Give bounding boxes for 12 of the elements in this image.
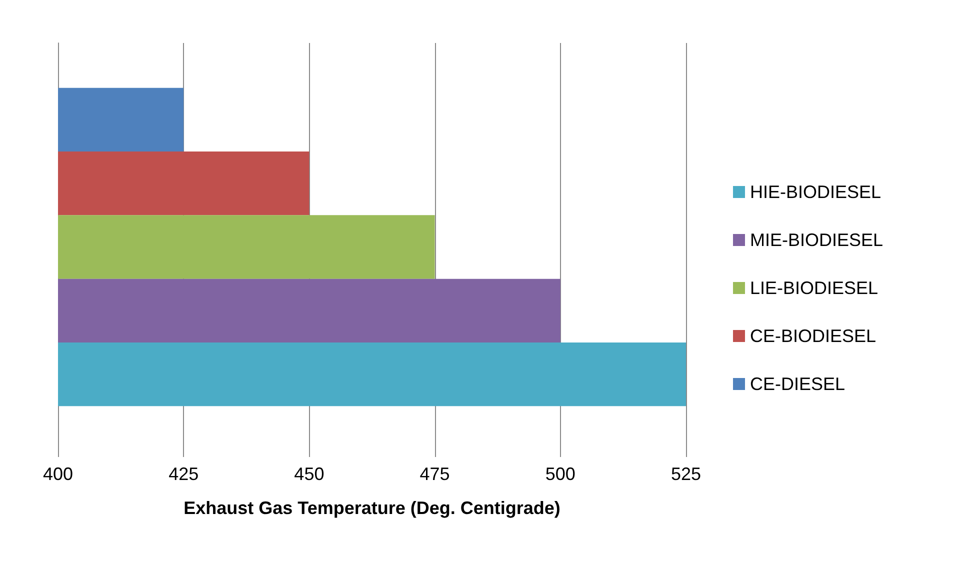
x-tick-label: 500: [545, 464, 576, 484]
legend-label: LIE-BIODIESEL: [750, 278, 878, 298]
legend-label: CE-BIODIESEL: [750, 326, 876, 346]
legend-label: HIE-BIODIESEL: [750, 182, 882, 202]
legend-label: CE-DIESEL: [750, 374, 846, 394]
x-tick-label: 425: [168, 464, 199, 484]
x-tick-label: 400: [42, 464, 74, 484]
x-tick-label: 525: [670, 464, 702, 484]
x-tick-label: 450: [294, 464, 324, 484]
legend-label: MIE-BIODIESEL: [750, 230, 884, 250]
x-tick-label: 475: [420, 464, 450, 484]
x-axis-title: Exhaust Gas Temperature (Deg. Centigrade): [184, 498, 560, 518]
